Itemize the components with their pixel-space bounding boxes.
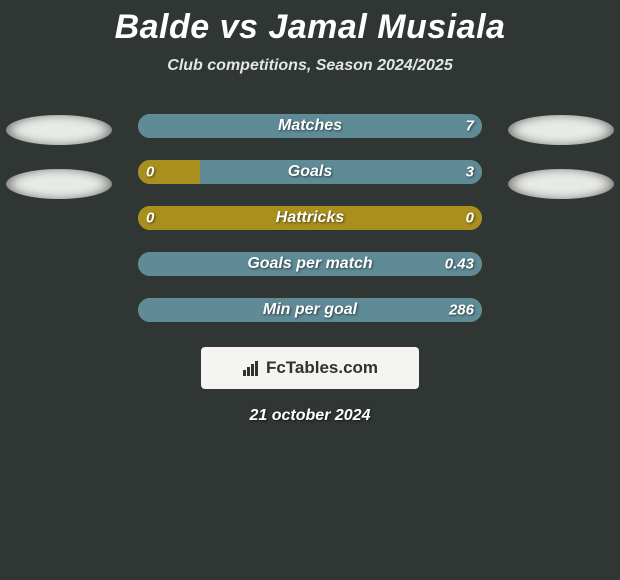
- stat-row: Min per goal 286: [0, 287, 620, 333]
- stat-row: Goals per match 0.43: [0, 241, 620, 287]
- stat-bar: Min per goal 286: [138, 298, 482, 322]
- stat-label: Min per goal: [263, 301, 357, 319]
- value-right: 0: [466, 210, 474, 227]
- stat-bar: Matches 7: [138, 114, 482, 138]
- comparison-card: Balde vs Jamal Musiala Club competitions…: [0, 0, 620, 580]
- stat-row: Hattricks 0 0: [0, 195, 620, 241]
- brand-box: FcTables.com: [201, 347, 419, 389]
- stat-label: Goals per match: [247, 255, 372, 273]
- brand-label: FcTables.com: [242, 358, 378, 378]
- stat-row: Matches 7: [0, 103, 620, 149]
- value-right: 3: [466, 164, 474, 181]
- brand-text: FcTables.com: [266, 358, 378, 378]
- date-label: 21 october 2024: [0, 407, 620, 425]
- value-right: 7: [466, 118, 474, 135]
- value-right: 0.43: [445, 256, 474, 273]
- stat-row: Goals 0 3: [0, 149, 620, 195]
- value-left: 0: [146, 164, 154, 181]
- stat-bar: Hattricks 0 0: [138, 206, 482, 230]
- stat-bar: Goals 0 3: [138, 160, 482, 184]
- stat-label: Goals: [288, 163, 332, 181]
- chart-icon: [242, 360, 262, 376]
- stats-panel: Matches 7 Goals 0 3 Hattricks 0 0 Goals per matc…: [0, 103, 620, 333]
- value-right: 286: [449, 302, 474, 319]
- stat-label: Matches: [278, 117, 342, 135]
- page-title: Balde vs Jamal Musiala: [0, 0, 620, 47]
- bar-right: [200, 160, 482, 184]
- stat-bar: Goals per match 0.43: [138, 252, 482, 276]
- stat-label: Hattricks: [276, 209, 344, 227]
- subtitle: Club competitions, Season 2024/2025: [0, 57, 620, 75]
- value-left: 0: [146, 210, 154, 227]
